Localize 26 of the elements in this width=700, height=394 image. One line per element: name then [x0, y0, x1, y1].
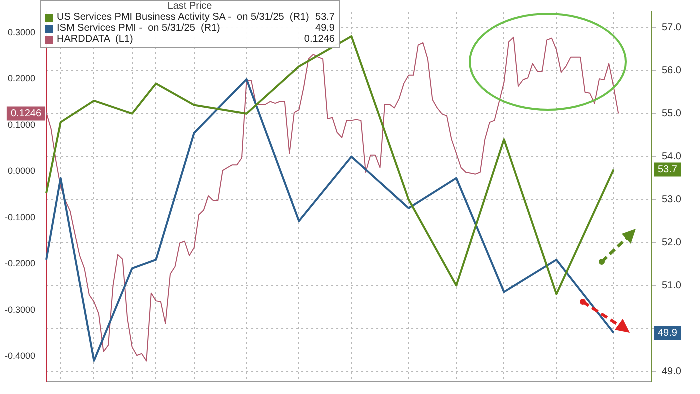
annotation: 0.1246 [304, 34, 335, 45]
y-tick-label: 0.3000 [8, 27, 36, 38]
annotation: 49.9 [316, 23, 335, 34]
annotation: 53.7 [316, 12, 335, 23]
y-tick-label: 0.1000 [8, 120, 36, 130]
y2-tick-label: 57.0 [662, 22, 682, 34]
y2-tick-label: 51.0 [662, 280, 682, 292]
y2-tick-label: 53.0 [662, 194, 682, 206]
y-tick-label: -0.4000 [4, 351, 36, 362]
y2-tick-label: 54.0 [662, 152, 682, 163]
legend-label: US Services PMI Business Activity SA - on 5/31/25 (R1) [57, 12, 310, 23]
legend-label: HARDDATA (L1) [57, 34, 134, 45]
text: 53.7 [658, 164, 678, 176]
y-tick-label: -0.3000 [4, 304, 36, 315]
y2-tick-label: 52.0 [662, 238, 682, 249]
legend-title: Last Price [166, 1, 214, 12]
text: 0.1246 [10, 108, 42, 120]
y-tick-label: 0.2000 [8, 74, 36, 84]
legend-label: ISM Services PMI - on 5/31/25 (R1) [57, 23, 222, 34]
y2-tick-label: 56.0 [662, 66, 682, 77]
y-tick-label: 0.0000 [8, 166, 36, 176]
y-tick-label: -0.2000 [4, 258, 36, 269]
y-tick-label: -0.1000 [4, 212, 36, 222]
text: 49.9 [658, 328, 678, 339]
y2-tick-label: 55.0 [662, 108, 682, 120]
y2-tick-label: 49.0 [662, 366, 682, 378]
